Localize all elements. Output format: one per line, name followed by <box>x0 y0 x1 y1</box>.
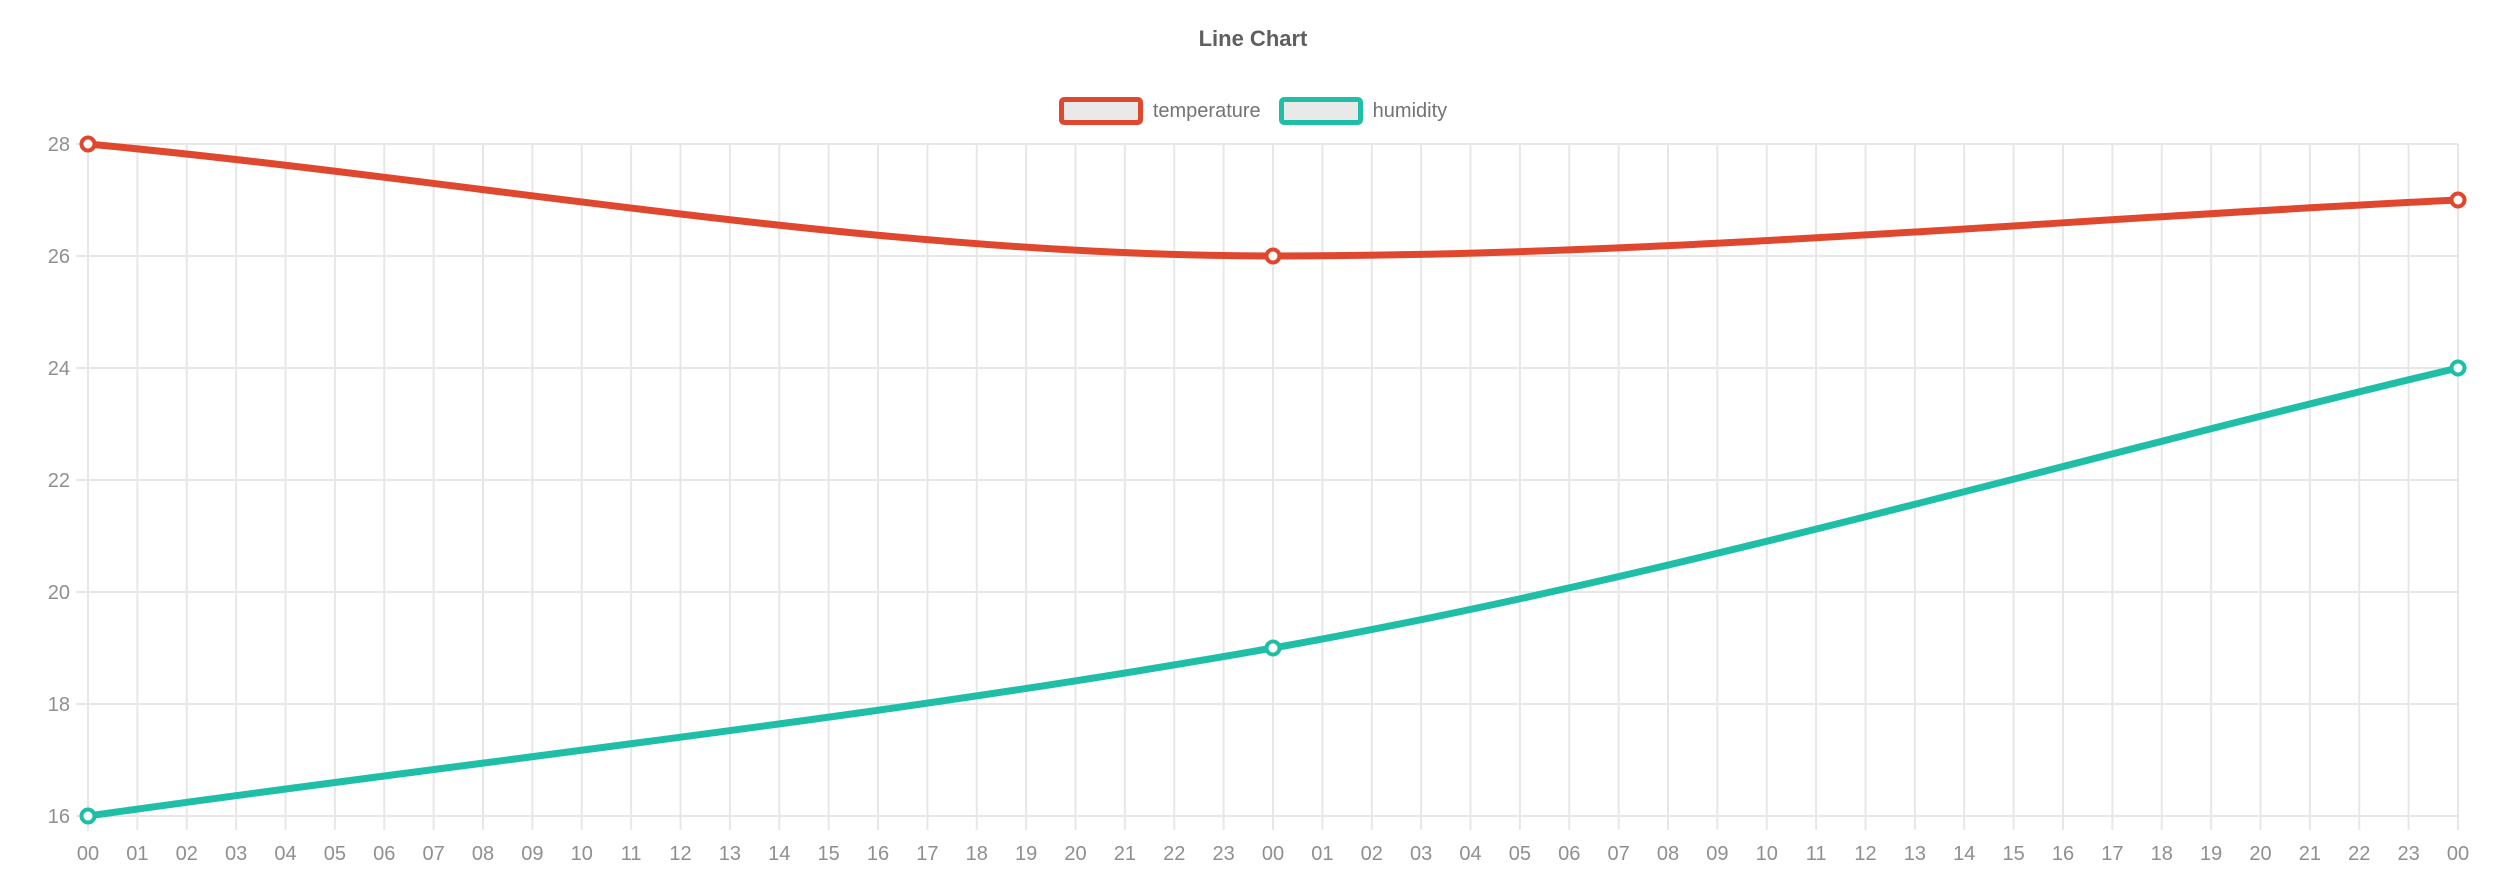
x-tick-label: 10 <box>1756 843 1778 865</box>
legend-swatch-humidity <box>1278 97 1363 125</box>
x-tick-label: 11 <box>1806 843 1827 865</box>
x-tick-label: 23 <box>1213 843 1235 865</box>
x-tick-label: 00 <box>1262 843 1284 865</box>
y-tick-label: 28 <box>48 134 70 156</box>
x-tick-label: 14 <box>768 843 790 865</box>
x-tick-label: 22 <box>1163 843 1185 865</box>
x-tick-label: 04 <box>1459 843 1481 865</box>
y-tick-label: 22 <box>48 470 70 492</box>
x-tick-label: 02 <box>176 843 198 865</box>
y-tick-label: 26 <box>48 246 70 268</box>
x-tick-label: 16 <box>2052 843 2074 865</box>
x-tick-label: 08 <box>472 843 494 865</box>
x-tick-label: 15 <box>818 843 840 865</box>
legend-item-temperature[interactable]: temperature <box>1058 97 1261 125</box>
x-tick-label: 23 <box>2398 843 2420 865</box>
y-tick-label: 24 <box>48 358 70 380</box>
x-tick-label: 16 <box>867 843 889 865</box>
x-tick-label: 08 <box>1657 843 1679 865</box>
legend-label-temperature: temperature <box>1152 100 1261 122</box>
data-point-marker-humidity[interactable] <box>1264 639 1282 657</box>
legend-label-humidity: humidity <box>1372 100 1448 122</box>
x-tick-label: 15 <box>2003 843 2025 865</box>
x-tick-label: 00 <box>2447 843 2469 865</box>
x-tick-label: 20 <box>2249 843 2271 865</box>
x-tick-label: 05 <box>324 843 346 865</box>
x-tick-label: 12 <box>669 843 691 865</box>
x-tick-label: 13 <box>719 843 741 865</box>
x-tick-label: 01 <box>126 843 148 865</box>
x-tick-label: 06 <box>373 843 395 865</box>
data-point-marker-temperature[interactable] <box>2449 191 2467 209</box>
y-tick-label: 20 <box>48 582 70 604</box>
data-point-marker-temperature[interactable] <box>79 135 97 153</box>
x-tick-label: 18 <box>966 843 988 865</box>
y-tick-label: 18 <box>48 694 70 716</box>
data-point-marker-humidity[interactable] <box>79 807 97 825</box>
x-tick-label: 05 <box>1509 843 1531 865</box>
x-tick-label: 10 <box>571 843 593 865</box>
x-tick-label: 19 <box>1015 843 1037 865</box>
x-tick-label: 22 <box>2348 843 2370 865</box>
y-tick-label: 16 <box>48 806 70 828</box>
legend-item-humidity[interactable]: humidity <box>1278 97 1448 125</box>
x-tick-label: 06 <box>1558 843 1580 865</box>
x-tick-label: 17 <box>916 843 938 865</box>
x-tick-label: 03 <box>225 843 247 865</box>
legend: temperature humidity <box>0 97 2506 125</box>
data-point-marker-humidity[interactable] <box>2449 359 2467 377</box>
x-tick-label: 18 <box>2151 843 2173 865</box>
x-tick-label: 12 <box>1854 843 1876 865</box>
legend-swatch-temperature <box>1058 97 1143 125</box>
x-tick-label: 04 <box>274 843 296 865</box>
x-tick-label: 02 <box>1361 843 1383 865</box>
x-tick-label: 13 <box>1904 843 1926 865</box>
x-tick-label: 09 <box>521 843 543 865</box>
x-tick-label: 09 <box>1706 843 1728 865</box>
x-tick-label: 00 <box>77 843 99 865</box>
x-tick-label: 21 <box>2299 843 2321 865</box>
x-tick-label: 03 <box>1410 843 1432 865</box>
x-tick-label: 14 <box>1953 843 1975 865</box>
x-tick-label: 07 <box>423 843 445 865</box>
x-tick-label: 19 <box>2200 843 2222 865</box>
x-tick-label: 11 <box>621 843 642 865</box>
x-tick-label: 21 <box>1114 843 1136 865</box>
x-tick-label: 07 <box>1608 843 1630 865</box>
x-tick-label: 20 <box>1064 843 1086 865</box>
x-tick-label: 17 <box>2101 843 2123 865</box>
data-point-marker-temperature[interactable] <box>1264 247 1282 265</box>
chart-title: Line Chart <box>1198 26 1308 51</box>
x-tick-label: 01 <box>1311 843 1333 865</box>
